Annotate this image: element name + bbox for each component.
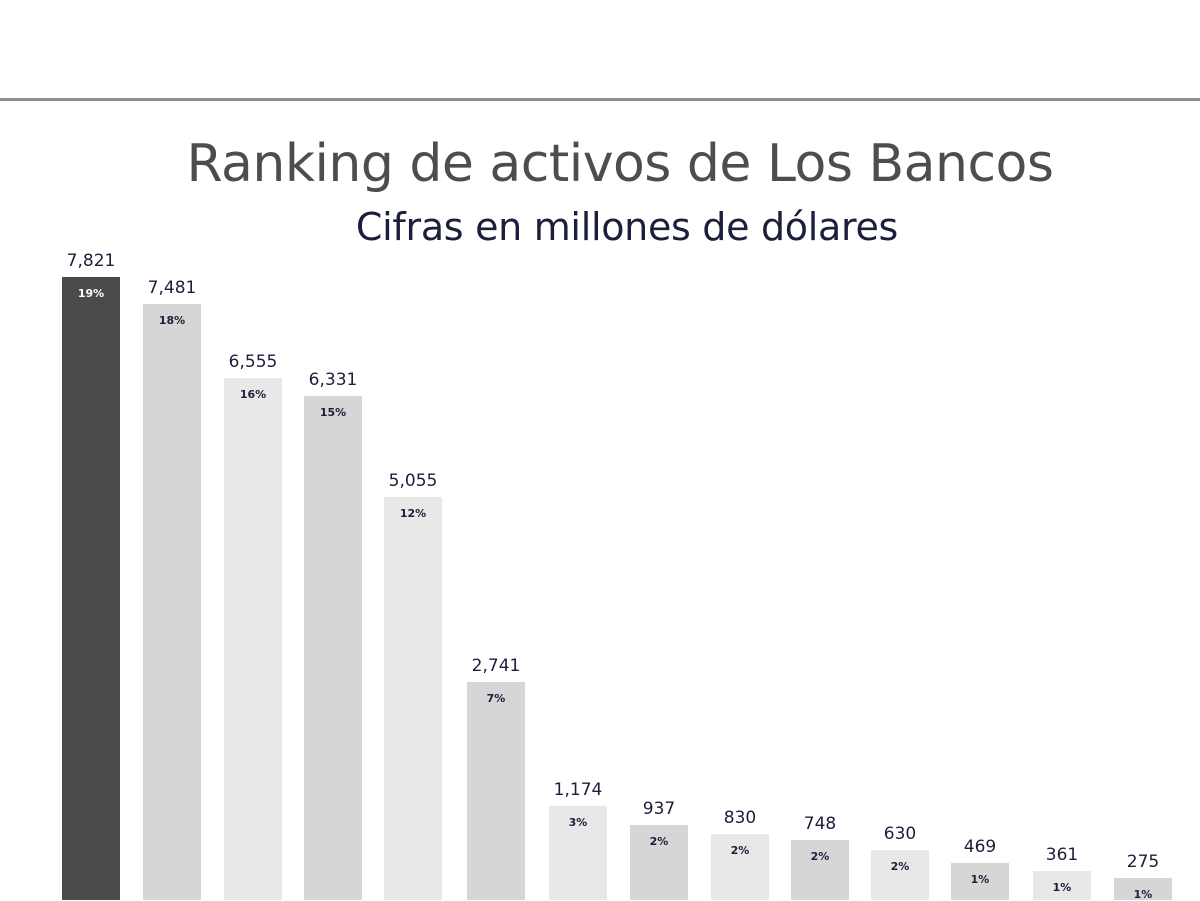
chart-subtitle: Cifras en millones de dólares: [355, 205, 899, 249]
top-divider: [0, 98, 1200, 101]
percent-label: 2%: [890, 860, 910, 873]
percent-label: 2%: [810, 850, 830, 863]
value-label: 7,821: [66, 251, 116, 271]
chart-title: Ranking de activos de Los Bancos: [186, 134, 1054, 194]
bar: [871, 850, 929, 900]
percent-label: 12%: [399, 507, 427, 520]
value-label: 5,055: [388, 471, 438, 491]
value-label: 937: [642, 799, 676, 819]
bar: [549, 806, 607, 900]
bar: [62, 277, 120, 900]
value-label: 7,481: [147, 278, 197, 298]
percent-label: 16%: [239, 388, 267, 401]
percent-label: 7%: [486, 692, 506, 705]
bar: [1114, 878, 1172, 900]
percent-label: 3%: [568, 816, 588, 829]
value-label: 2,741: [471, 656, 521, 676]
bar: [951, 863, 1009, 900]
percent-label: 18%: [158, 314, 186, 327]
bar: [791, 840, 849, 900]
percent-label: 1%: [1133, 888, 1153, 901]
percent-label: 19%: [77, 287, 105, 300]
value-label: 361: [1045, 845, 1079, 865]
bar: [1033, 871, 1091, 900]
percent-label: 1%: [1052, 881, 1072, 894]
value-label: 275: [1126, 852, 1160, 872]
bar: [224, 378, 282, 900]
bar: [143, 304, 201, 900]
value-label: 469: [963, 837, 997, 857]
percent-label: 2%: [730, 844, 750, 857]
value-label: 748: [803, 814, 837, 834]
value-label: 6,555: [228, 352, 278, 372]
bar: [384, 497, 442, 900]
bar: [467, 682, 525, 900]
value-label: 830: [723, 808, 757, 828]
value-label: 1,174: [553, 780, 603, 800]
value-label: 630: [883, 824, 917, 844]
bar: [630, 825, 688, 900]
percent-label: 15%: [319, 406, 347, 419]
percent-label: 2%: [649, 835, 669, 848]
bar: [711, 834, 769, 900]
bar: [304, 396, 362, 900]
value-label: 6,331: [308, 370, 358, 390]
percent-label: 1%: [970, 873, 990, 886]
